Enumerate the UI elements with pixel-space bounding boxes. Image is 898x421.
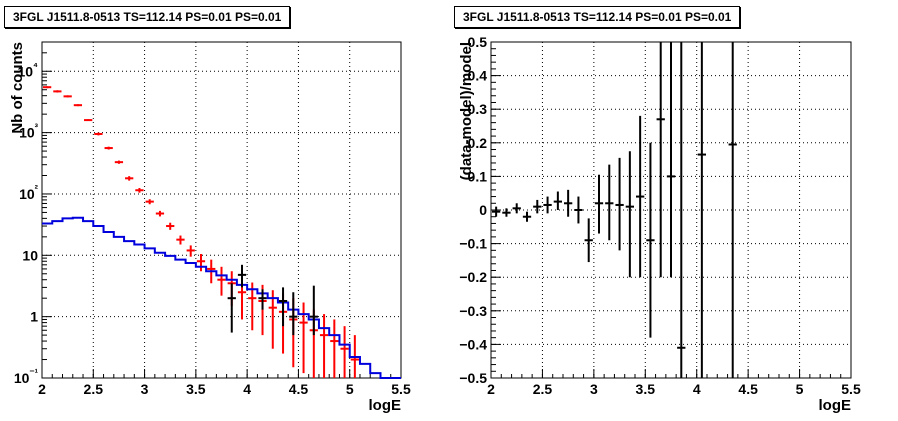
data-point (656, 42, 665, 278)
x-tick-label: 2.5 (533, 381, 553, 397)
x-tick-label: 5.5 (391, 381, 411, 397)
data-point (319, 314, 329, 378)
data-point (309, 285, 318, 336)
x-tick-label: 3.5 (636, 381, 656, 397)
data-point (196, 254, 206, 272)
data-point (330, 319, 339, 378)
data-point (636, 115, 645, 278)
data-point (522, 211, 532, 222)
data-point (135, 188, 144, 193)
data-point (605, 164, 614, 241)
data-point (697, 42, 706, 378)
x-tick-label: 5 (796, 381, 804, 397)
data-point (625, 151, 634, 278)
data-point (114, 160, 124, 164)
data-point (104, 146, 113, 150)
data-point (84, 119, 93, 122)
data-point (145, 199, 154, 205)
data-point (666, 42, 676, 278)
data-point (502, 208, 511, 217)
data-point (63, 95, 72, 98)
data-point (258, 289, 267, 310)
data-point (217, 266, 226, 296)
y-tick-label: 10² (19, 184, 39, 202)
data-point (646, 142, 655, 338)
data-point (186, 245, 195, 257)
x-tick-label: 4.5 (738, 381, 758, 397)
y-tick-label: 0.2 (468, 135, 488, 151)
y-tick-label: 10⁻¹ (14, 368, 39, 386)
data-point (94, 132, 103, 136)
series-1 (42, 216, 401, 379)
data-point (278, 287, 288, 327)
y-tick-label: 10 (22, 247, 38, 263)
x-tick-label: 3 (590, 381, 598, 397)
data-point (43, 86, 52, 89)
x-tick-label: 2.5 (84, 381, 104, 397)
x-tick-label: 4.5 (289, 381, 309, 397)
y-tick-label: −0.3 (459, 303, 487, 319)
counts-panel: 2 2.5 3 3.5 4 4.5 5 5.5 10⁻¹ 1 10 10² 10³ 10⁴ logE Nb o… (9, 41, 411, 414)
x-axis-label: logE (369, 397, 402, 414)
data-point (73, 104, 83, 107)
data-point (728, 42, 737, 378)
x-axis-label: logE (819, 397, 852, 414)
x-tick-label: 2 (38, 381, 46, 397)
right-chart-title: 3FGL J1511.8-0513 TS=112.14 PS=0.01 PS=0… (454, 6, 741, 28)
data-point (492, 206, 501, 217)
x-tick-label: 2 (487, 381, 495, 397)
y-tick-label: −0.4 (459, 336, 487, 352)
left-chart-title: 3FGL J1511.8-0513 TS=112.14 PS=0.01 PS=0… (4, 6, 291, 28)
data-point (543, 196, 552, 214)
y-tick-label: 0 (479, 202, 487, 218)
y-tick-label: −0.2 (459, 269, 487, 285)
data-point (166, 222, 175, 230)
data-point (574, 196, 583, 224)
data-point (227, 283, 236, 333)
data-point (237, 264, 247, 288)
data-point (340, 326, 349, 378)
series-2 (227, 264, 318, 336)
data-point (564, 189, 573, 217)
y-tick-label: −0.1 (459, 236, 487, 252)
data-point (125, 176, 134, 181)
series-0 (492, 42, 737, 378)
x-tick-label: 3 (141, 381, 149, 397)
y-tick-label: 0.3 (468, 101, 488, 117)
x-tick-label: 3.5 (186, 381, 206, 397)
plot-frame (41, 41, 402, 379)
y-tick-label: 0.1 (468, 168, 488, 184)
data-point (268, 290, 277, 349)
data-point (248, 282, 257, 331)
data-point (289, 292, 298, 336)
y-axis-label: (data-model)/model (458, 42, 475, 180)
data-point (584, 218, 593, 263)
x-tick-label: 5 (346, 381, 354, 397)
data-point (553, 191, 562, 210)
y-tick-label: 10⁴ (17, 61, 38, 79)
y-axis-label: Nb of counts (9, 42, 26, 134)
data-point (594, 174, 604, 234)
data-point (53, 90, 62, 93)
model-step-line (42, 216, 401, 379)
y-tick-label: 10³ (19, 123, 39, 141)
y-tick-label: 0.5 (468, 34, 488, 50)
data-point (512, 203, 521, 214)
y-tick-label: 1 (30, 309, 38, 325)
data-point (533, 199, 542, 214)
y-tick-label: 0.4 (468, 68, 488, 84)
x-tick-label: 4 (243, 381, 251, 397)
y-tick-label: −0.5 (459, 370, 487, 386)
data-point (155, 210, 165, 217)
residual-panel: 2 2.5 3 3.5 4 4.5 5 5.5 −0.5 −0.4 −0.3 −0.2 −0.1 0 0.1… (458, 34, 861, 414)
x-tick-label: 4 (693, 381, 701, 397)
data-point (677, 42, 686, 378)
data-point (615, 157, 624, 251)
x-tick-label: 5.5 (841, 381, 861, 397)
data-point (176, 235, 185, 245)
